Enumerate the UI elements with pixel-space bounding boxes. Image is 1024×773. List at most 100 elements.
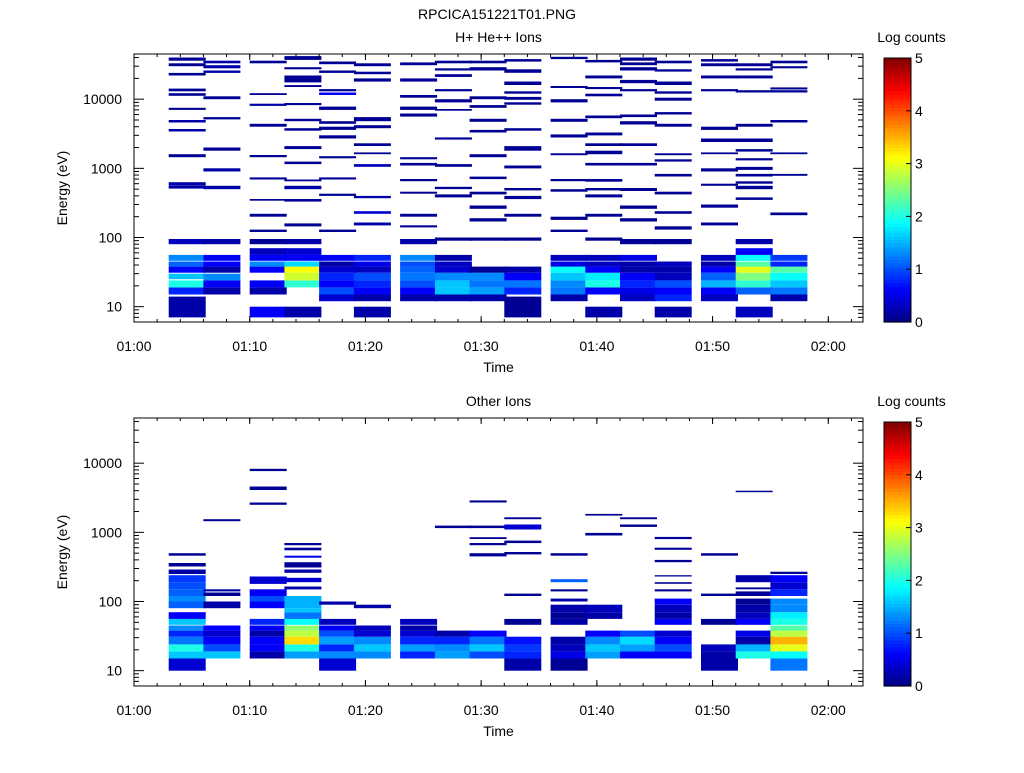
- heatmap-cell: [249, 589, 287, 596]
- heatmap-cell: [654, 97, 692, 101]
- heatmap-cell: [654, 112, 692, 115]
- heatmap-cell: [203, 168, 241, 172]
- heatmap-cell: [284, 239, 322, 245]
- heatmap-cell: [249, 213, 287, 217]
- heatmap-cell: [249, 60, 287, 64]
- x-tick-label: 01:00: [116, 702, 151, 718]
- x-axis-label: Time: [483, 359, 514, 375]
- heatmap-cell: [550, 134, 588, 138]
- heatmap-cell: [620, 89, 657, 92]
- colorbar-segment: [884, 666, 911, 671]
- heatmap-cell: [735, 575, 773, 583]
- heatmap-cell: [319, 651, 357, 659]
- heatmap-cell: [249, 636, 287, 645]
- colorbar-segment: [884, 478, 911, 482]
- colorbar-segment: [884, 229, 911, 234]
- heatmap-cell: [469, 105, 507, 108]
- heatmap-cell: [654, 266, 692, 273]
- heatmap-cell: [550, 579, 588, 583]
- heatmap-cell: [550, 99, 588, 103]
- heatmap-cell: [550, 651, 588, 659]
- heatmap-cell: [550, 216, 588, 220]
- heatmap-cell: [353, 294, 391, 302]
- plot-frame: [133, 53, 864, 323]
- heatmap-cell: [585, 93, 623, 97]
- heatmap-cell: [469, 67, 507, 71]
- heatmap-cell: [701, 272, 738, 281]
- colorbar-segment: [884, 186, 911, 191]
- heatmap-cell: [770, 60, 808, 64]
- colorbar-segment: [884, 318, 911, 323]
- heatmap-cell: [249, 486, 287, 490]
- heatmap-cell: [353, 287, 391, 295]
- heatmap-cell: [319, 280, 357, 288]
- y-tick-label: 100: [99, 593, 123, 609]
- colorbar-segment: [884, 64, 911, 69]
- heatmap-cell: [550, 598, 588, 602]
- colorbar-tick-label: 0: [915, 678, 923, 694]
- heatmap-cell: [434, 294, 472, 302]
- heatmap-cell: [319, 272, 357, 281]
- colorbar-segment: [884, 166, 911, 171]
- heatmap-cell: [701, 59, 738, 62]
- heatmap-cell: [168, 254, 206, 261]
- heatmap-cell: [735, 185, 773, 190]
- heatmap-cell: [654, 618, 692, 625]
- colorbar-segment: [884, 606, 911, 611]
- heatmap-cell: [168, 287, 206, 295]
- plot-title: H+ He++ Ions: [455, 29, 542, 45]
- heatmap-cell: [620, 218, 657, 222]
- colorbar-segment: [884, 67, 911, 72]
- heatmap-cell: [701, 266, 738, 273]
- x-tick-label: 01:40: [579, 338, 614, 354]
- colorbar-segment: [884, 199, 911, 204]
- heatmap-cell: [550, 118, 588, 122]
- colorbar-segment: [884, 315, 911, 320]
- heatmap-cell: [735, 604, 773, 613]
- heatmap-cell: [550, 612, 588, 619]
- heatmap-cell: [434, 194, 472, 198]
- heatmap-cell: [203, 273, 241, 281]
- heatmap-cell: [620, 266, 657, 273]
- heatmap-cell: [319, 254, 357, 261]
- heatmap-cell: [770, 658, 808, 671]
- heatmap-cell: [770, 152, 808, 155]
- heatmap-cell: [585, 644, 623, 652]
- heatmap-cell: [550, 86, 588, 88]
- heatmap-cell: [353, 630, 391, 637]
- colorbar-segment: [884, 488, 911, 492]
- heatmap-cell: [770, 266, 808, 273]
- colorbar-tick-label: 3: [915, 156, 923, 172]
- colorbar-segment: [884, 511, 911, 515]
- colorbar-segment: [884, 583, 911, 588]
- colorbar-segment: [884, 521, 911, 525]
- colorbar-segment: [884, 232, 911, 237]
- colorbar-segment: [884, 256, 911, 260]
- heatmap-cell: [654, 612, 692, 619]
- colorbar-segment: [884, 157, 911, 161]
- heatmap-cell: [203, 287, 241, 295]
- heatmap-cell: [400, 644, 438, 652]
- colorbar-segment: [884, 616, 911, 621]
- heatmap-cell: [469, 543, 507, 546]
- colorbar-segment: [884, 262, 911, 267]
- colorbar-tick-label: 5: [915, 414, 923, 430]
- heatmap-cell: [249, 576, 287, 584]
- heatmap-cell: [203, 185, 241, 190]
- colorbar-segment: [884, 110, 911, 115]
- heatmap-cell: [168, 88, 206, 92]
- heatmap-cell: [249, 596, 287, 602]
- heatmap-cell: [168, 296, 206, 318]
- heatmap-cell: [620, 524, 657, 527]
- heatmap-cell: [654, 287, 692, 295]
- heatmap-cell: [585, 213, 623, 217]
- heatmap-cell: [284, 306, 322, 318]
- heatmap-cell: [353, 71, 391, 75]
- heatmap-cell: [770, 261, 808, 267]
- heatmap-cell: [168, 658, 206, 671]
- colorbar-segment: [884, 626, 911, 631]
- heatmap-cell: [434, 68, 472, 71]
- heatmap-cell: [168, 563, 206, 567]
- heatmap-cell: [400, 625, 438, 631]
- heatmap-cell: [400, 636, 438, 645]
